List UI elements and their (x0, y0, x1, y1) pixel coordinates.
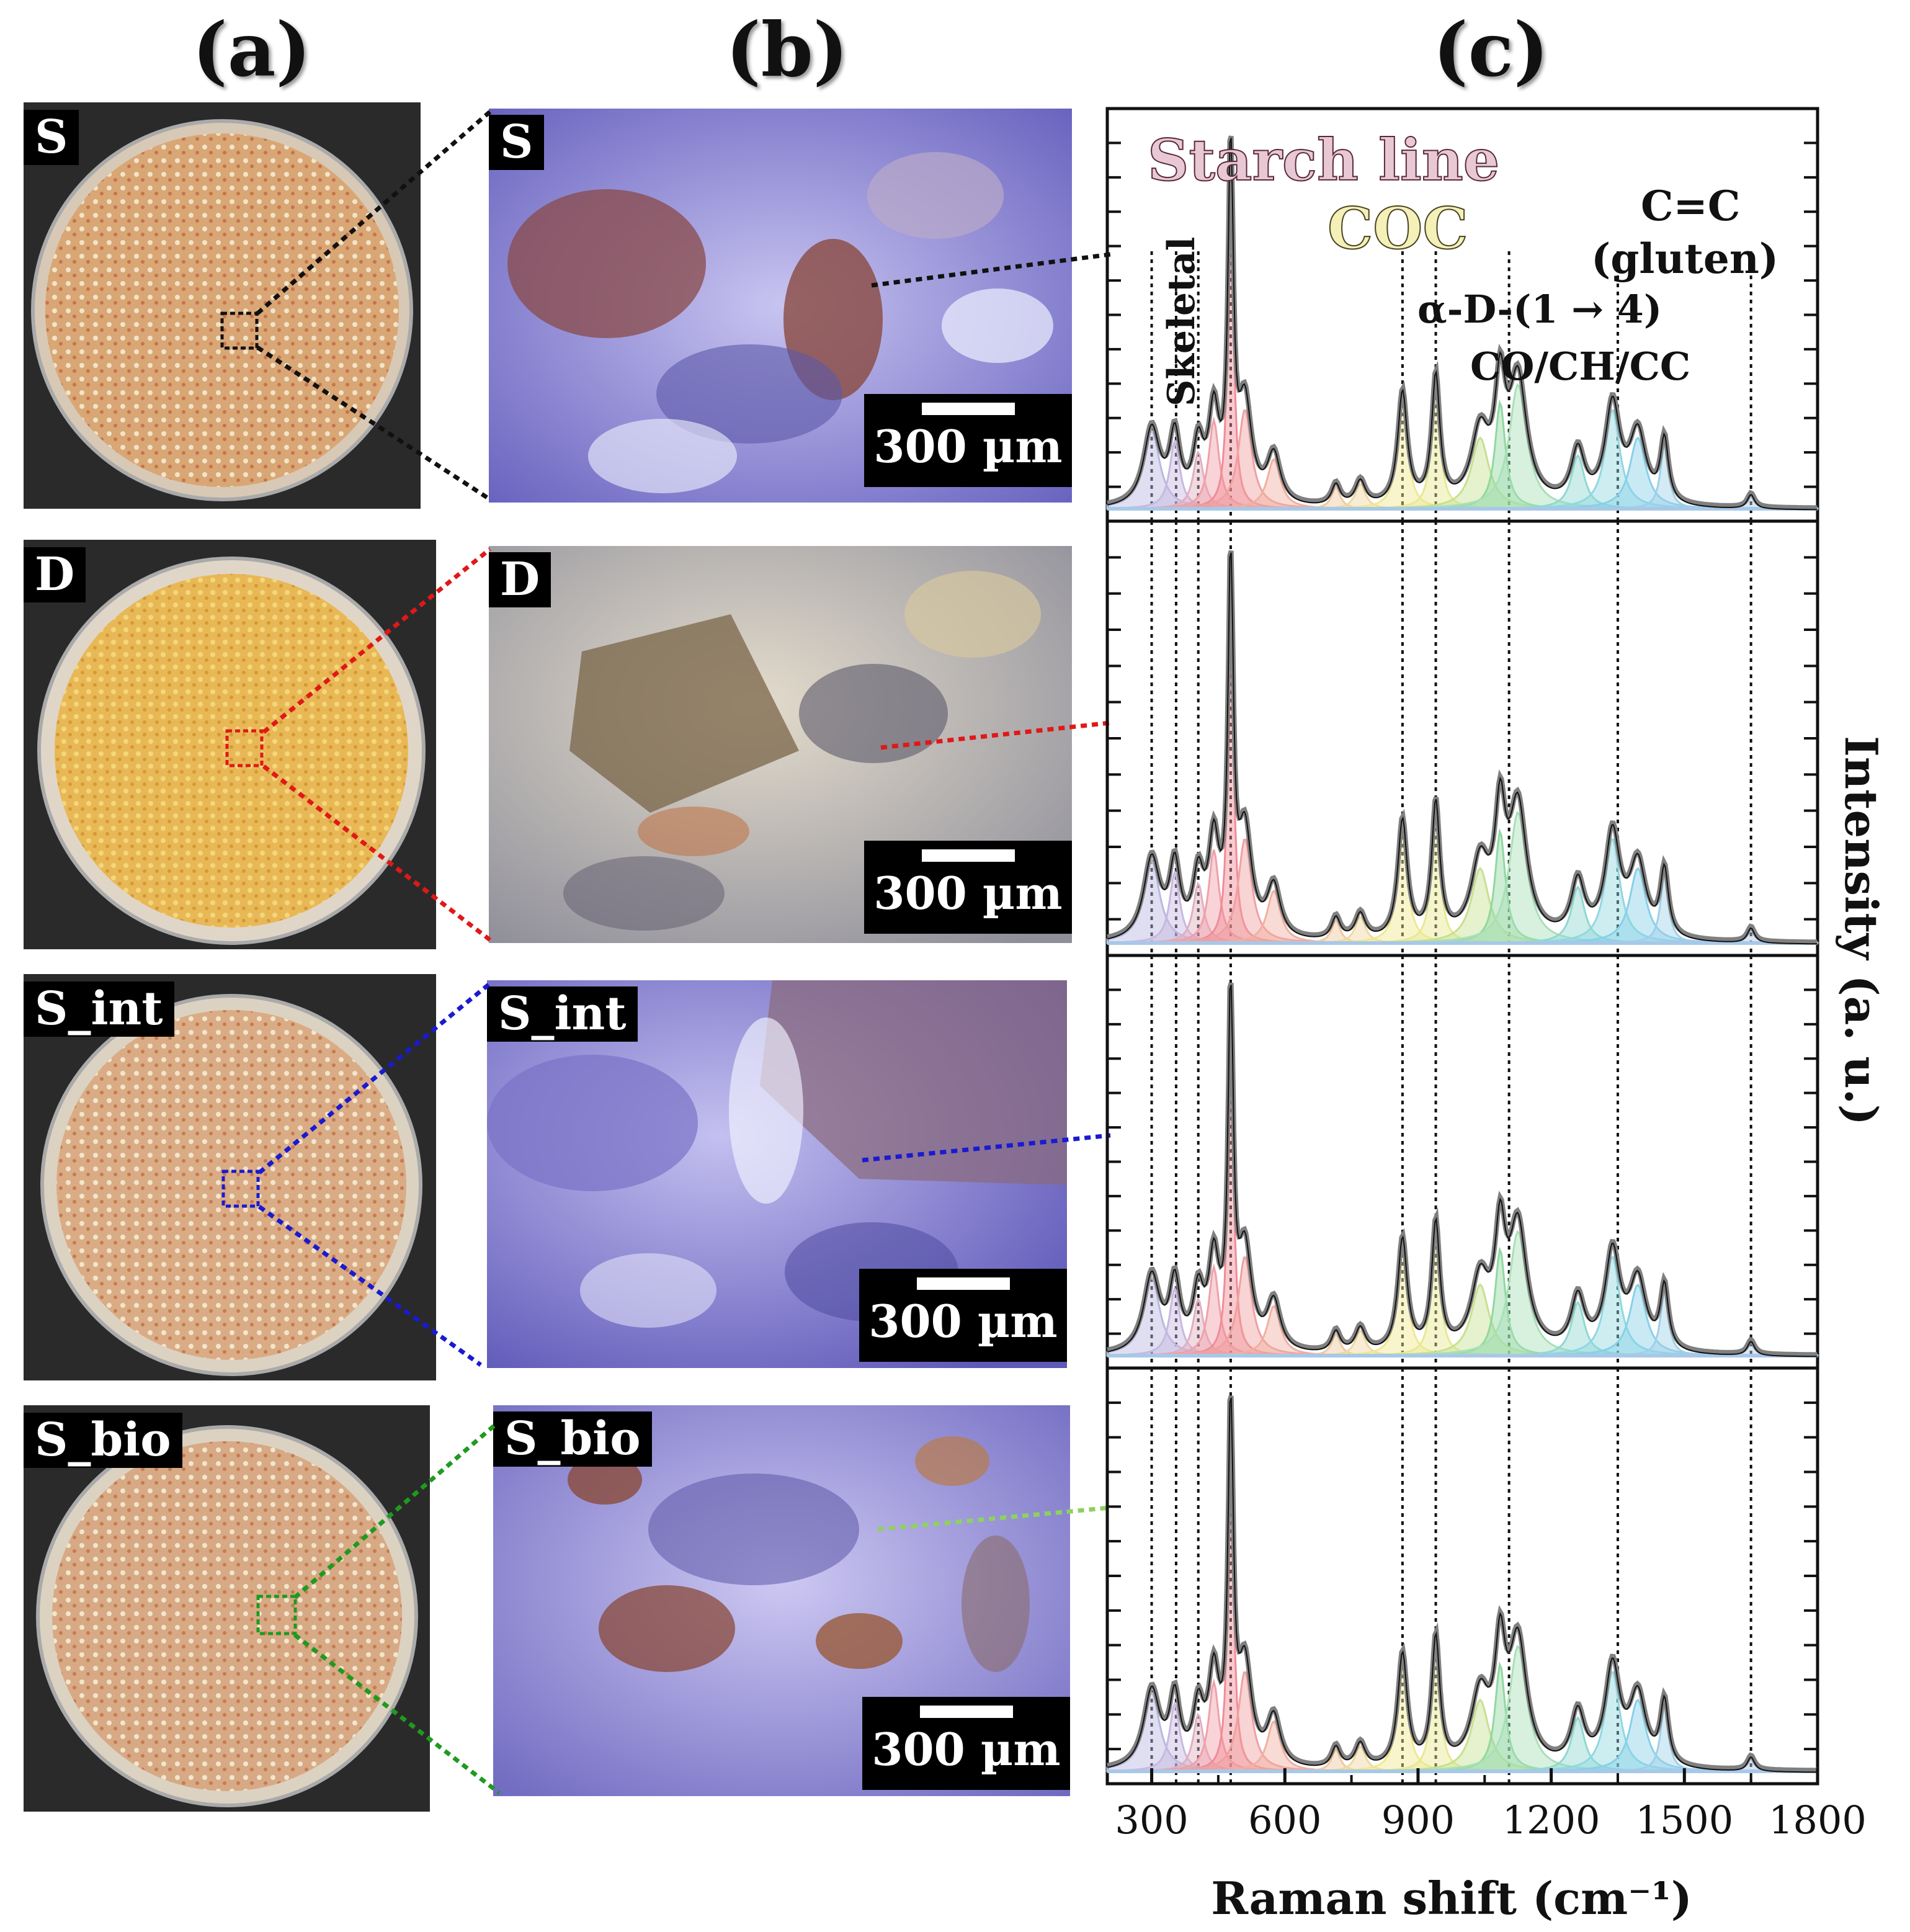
zoom-line (262, 764, 492, 942)
chart-frames (1105, 107, 1819, 1786)
zoom-line (293, 1633, 501, 1795)
zoom-line (877, 1505, 1111, 1532)
annotation-starch-line: Starch line (1148, 127, 1499, 194)
measured-spectrum (1107, 138, 1818, 511)
scale-bar-label: 300 µm (872, 1723, 1061, 1776)
zoom-line (257, 982, 492, 1174)
annotation-coc: COC (1328, 195, 1468, 262)
measured-spectrum (1107, 552, 1818, 945)
sample-tag: D (24, 547, 86, 603)
y-axis-label: Intensity (a. u.) (1835, 736, 1888, 1125)
x-axis-label: Raman shift (cm⁻¹) (1211, 1872, 1692, 1925)
measured-spectrum (1107, 1397, 1818, 1773)
x-tick-label: 1200 (1502, 1797, 1600, 1843)
micrograph-d: D 300 µm (489, 546, 1072, 943)
panel-label-c: (c) (1433, 6, 1549, 94)
micrograph-s: S 300 µm (489, 109, 1072, 503)
connectors-s-int (257, 982, 1111, 1367)
scale-bar-line (921, 403, 1015, 415)
plate-photo-d: D (24, 540, 436, 949)
scale-bar-label: 300 µm (868, 1295, 1058, 1348)
sample-tag: S_bio (493, 1411, 652, 1467)
connectors-s (256, 110, 1111, 501)
annotation-alpha-d-14: α-D-(1 → 4) (1417, 287, 1662, 332)
scale-bar-label: 300 µm (873, 420, 1063, 473)
sample-tag: S_int (24, 982, 174, 1037)
x-tick-label: 1500 (1635, 1797, 1733, 1843)
scale-bar: 300 µm (859, 1269, 1067, 1362)
measured-spectrum (1107, 985, 1818, 1357)
axis-ticks: 300 600 900 1200 1500 1800 (1107, 141, 1867, 1843)
plate-photo-s-bio: S_bio (24, 1405, 430, 1812)
micrograph-s-int: S_int 300 µm (487, 980, 1067, 1368)
scale-bar-line (921, 849, 1015, 862)
annotation-co-ch-cc: CO/CH/CC (1470, 344, 1690, 389)
micrograph-s-bio: S_bio 300 µm (493, 1405, 1070, 1796)
sample-tag: S (24, 110, 79, 166)
plate-photo-s: S (24, 102, 421, 509)
scale-bar: 300 µm (864, 394, 1072, 487)
x-tick-label: 300 (1115, 1797, 1188, 1843)
connectors-s-bio (293, 1422, 1111, 1795)
zoom-line (880, 720, 1111, 750)
sample-tag: S (489, 115, 545, 171)
sample-tag: S_int (487, 986, 638, 1042)
micrograph-image-s-int (487, 980, 1067, 1368)
petri-dish-s-int (24, 974, 436, 1380)
scale-bar-line (916, 1277, 1010, 1290)
panel-label-b: (b) (726, 6, 849, 94)
reference-lines (1150, 189, 1752, 1784)
zoom-line (257, 1205, 483, 1367)
plate-photo-s-int: S_int (24, 974, 436, 1380)
x-tick-label: 1800 (1769, 1797, 1867, 1843)
petri-dish-s-bio (24, 1405, 430, 1812)
spectra-traces (1106, 135, 1819, 1773)
petri-dish-d (24, 540, 436, 949)
annotation-c-equals-c: C=C (1641, 182, 1740, 230)
zoom-line (256, 346, 491, 501)
scale-bar: 300 µm (862, 1697, 1070, 1790)
zoom-line (262, 547, 492, 734)
scale-bar: 300 µm (864, 841, 1072, 934)
panel-label-a: (a) (192, 6, 311, 94)
petri-dish-s (24, 102, 421, 509)
scale-bar-line (919, 1706, 1013, 1718)
annotation-gluten: (gluten) (1591, 235, 1778, 283)
sample-tag: D (489, 552, 551, 608)
connectors-d (262, 547, 1111, 942)
scale-bar-label: 300 µm (873, 867, 1063, 919)
zoom-line (862, 1133, 1111, 1163)
x-tick-label: 900 (1381, 1797, 1455, 1843)
x-tick-label: 600 (1248, 1797, 1321, 1843)
annotation-skeletal: Skeletal (1160, 237, 1203, 406)
sample-tag: S_bio (24, 1413, 182, 1469)
